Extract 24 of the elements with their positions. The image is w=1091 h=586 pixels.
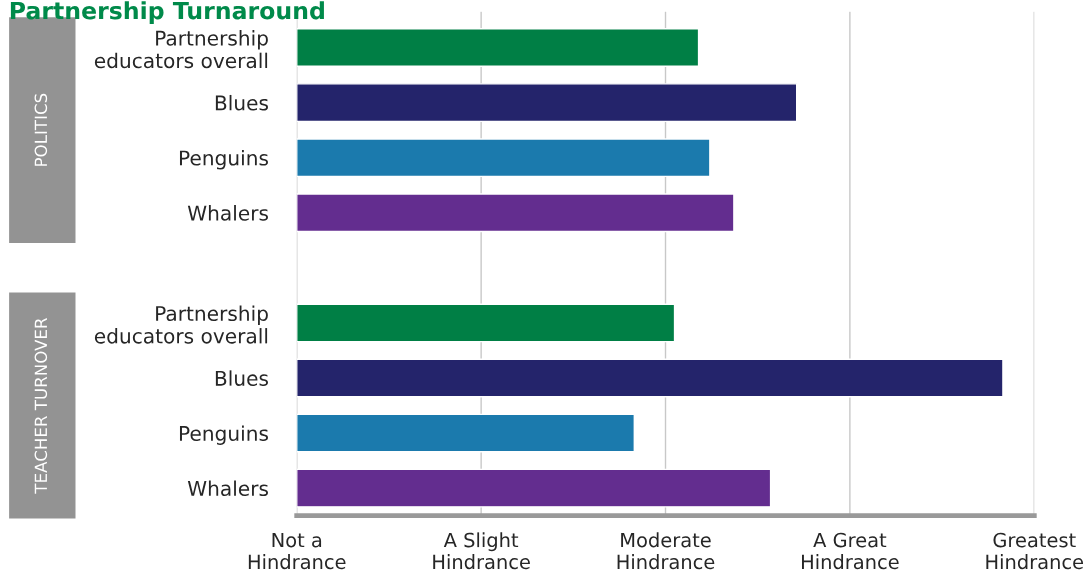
y-tick-label: Partnership educators overall <box>94 30 268 69</box>
y-tick-label: Penguins <box>179 150 268 170</box>
y-tick-label: Partnership educators overall <box>94 305 268 344</box>
text: Greatest Hindrance <box>986 532 1084 570</box>
text: A Great Hindrance <box>802 532 899 570</box>
chart-title: Partnership Turnaround <box>10 1 324 25</box>
y-tick-label: Blues <box>215 94 268 111</box>
y-tick-label: Whalers <box>187 205 268 221</box>
text: POLITICS <box>34 93 48 166</box>
bar <box>296 358 1004 398</box>
y-tick-label: Penguins <box>179 425 268 445</box>
bar <box>296 413 635 453</box>
text: A Slight Hindrance <box>433 532 530 570</box>
bar <box>296 138 711 178</box>
bar <box>296 303 676 343</box>
text: Not a Hindrance <box>248 532 346 570</box>
bar <box>296 468 772 508</box>
y-tick-label: Whalers <box>187 480 268 497</box>
bar <box>296 193 735 233</box>
y-tick-label: Blues <box>215 370 268 386</box>
text: TEACHER TURNOVER <box>34 317 48 494</box>
bar <box>296 83 798 123</box>
text: Moderate Hindrance <box>617 532 715 570</box>
bar <box>296 28 700 67</box>
